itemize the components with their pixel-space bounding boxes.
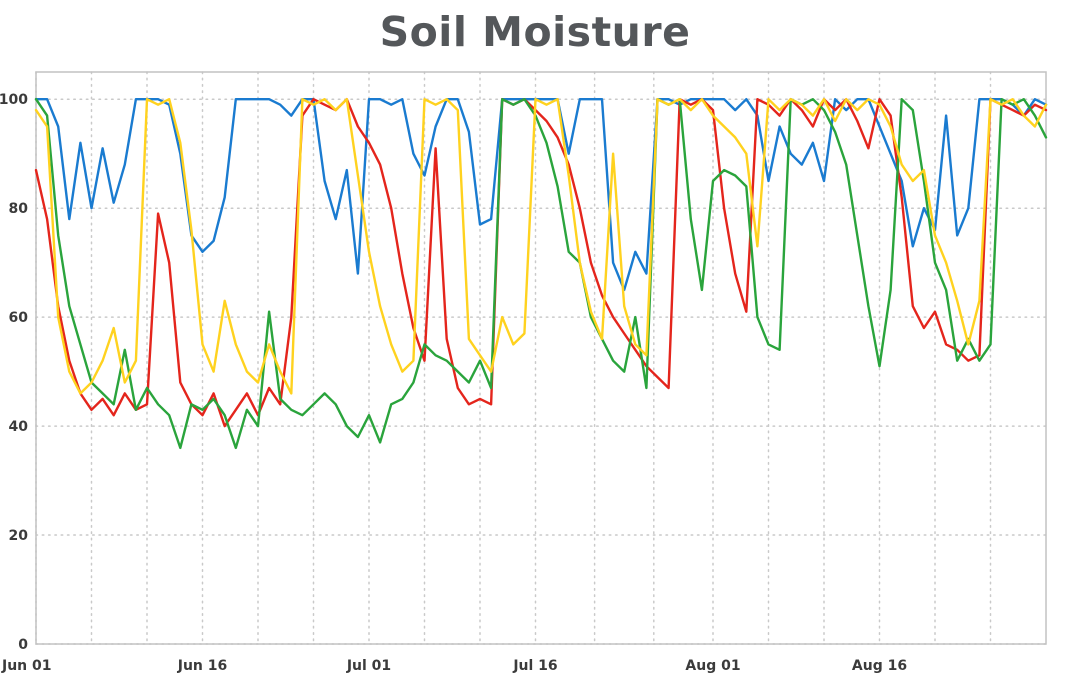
y-axis-tick-label: 20 <box>9 528 29 544</box>
series-blue-line <box>34 98 1048 292</box>
chart-title: Soil Moisture <box>379 8 691 56</box>
x-axis-tick-label: Jun 16 <box>177 658 228 674</box>
y-axis-tick-label: 60 <box>9 310 29 326</box>
series-yellow-line <box>34 98 1048 395</box>
y-axis-tick-label: 80 <box>9 201 29 217</box>
y-axis-tick-label: 100 <box>0 92 28 108</box>
series-red-line <box>34 98 1048 428</box>
soil-moisture-chart: 0 20 40 60 80 100 Jun 01 Jun 16 Jul 01 Jul 16 Aug … <box>0 71 1048 674</box>
series-green-line <box>34 98 1048 450</box>
plot-frame <box>35 71 1047 645</box>
x-axis-tick-label: Jul 01 <box>346 658 391 674</box>
y-axis-tick-label: 0 <box>18 637 28 653</box>
x-axis-tick-label: Aug 01 <box>685 658 740 674</box>
x-axis-tick-label: Jun 01 <box>1 658 52 674</box>
y-axis-tick-label: 40 <box>9 419 29 435</box>
x-axis-tick-label: Aug 16 <box>852 658 907 674</box>
x-axis-tick-label: Jul 16 <box>512 658 557 674</box>
